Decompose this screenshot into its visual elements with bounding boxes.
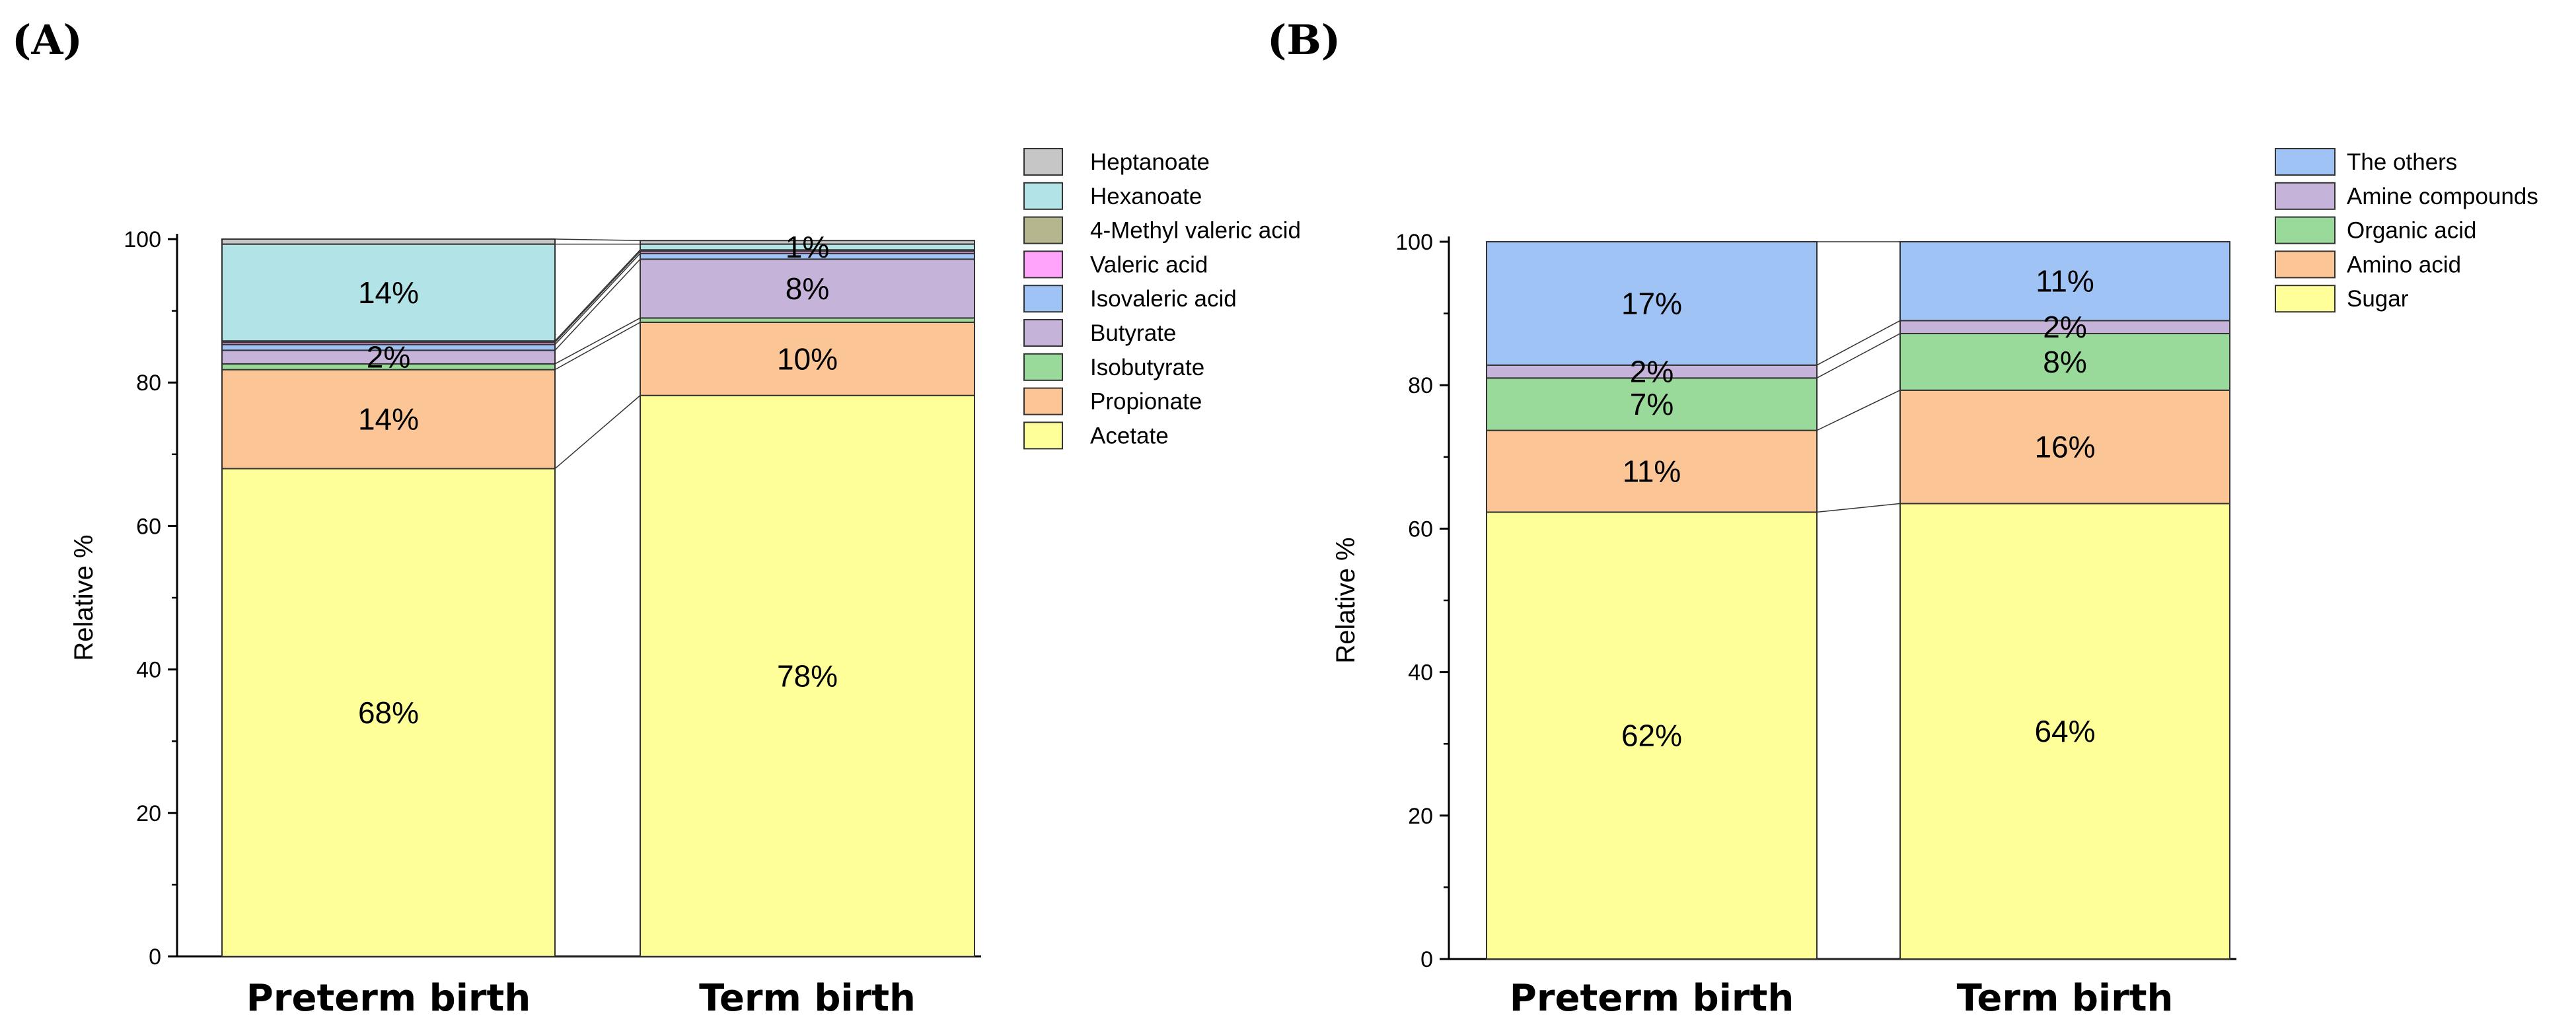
bar-segment-b-organic-acid: [1486, 377, 1818, 431]
legend-label-a: Heptanoate: [1090, 149, 1210, 175]
legend-swatch-a: [1023, 182, 1063, 210]
data-label-a: 14%: [358, 275, 419, 310]
legend-swatch-b: [2275, 250, 2336, 279]
legend-swatch-b: [2275, 148, 2336, 176]
data-label-a: 2%: [367, 340, 410, 374]
bar-segment-b-sugar: [1486, 511, 1818, 960]
y-tick-label-a: 40: [136, 658, 161, 683]
data-label-b: 17%: [1621, 286, 1682, 320]
legend-swatch-a: [1023, 387, 1063, 415]
legend-swatch-a: [1023, 353, 1063, 381]
legend-label-b: Amino acid: [2347, 252, 2461, 277]
legend-label-b: Organic acid: [2347, 218, 2476, 244]
x-category-label-b: Term birth: [1957, 977, 2174, 1020]
legend-swatch-a: [1023, 319, 1063, 347]
legend-label-b: Amine compounds: [2347, 184, 2538, 209]
legend-label-b: Sugar: [2347, 286, 2409, 312]
data-label-b: 64%: [2034, 714, 2095, 748]
legend-swatch-b: [2275, 216, 2336, 244]
legend-swatch-a: [1023, 285, 1063, 313]
connector-line-b: [1816, 333, 1901, 379]
legend-label-b: The others: [2347, 149, 2457, 175]
y-tick-label-a: 0: [149, 944, 161, 970]
legend-label-a: Hexanoate: [1090, 184, 1202, 209]
legend-label-a: Isovaleric acid: [1090, 286, 1237, 312]
bar-segment-a-heptanoate: [640, 240, 975, 245]
connector-line-a: [554, 250, 641, 343]
data-label-b: 16%: [2034, 430, 2095, 464]
connector-line-a: [554, 253, 641, 345]
y-tick-label-a: 100: [124, 227, 161, 252]
y-tick-label-b: 40: [1408, 660, 1433, 686]
legend-label-a: Isobutyrate: [1090, 355, 1204, 380]
y-axis-title-a: Relative %: [69, 534, 98, 660]
legend-label-a: Butyrate: [1090, 320, 1176, 346]
bar-segment-a-propionate: [221, 369, 556, 470]
legend-label-a: 4-Methyl valeric acid: [1090, 218, 1301, 244]
data-label-b: 11%: [2036, 264, 2094, 299]
legend-label-a: Valeric acid: [1090, 252, 1208, 277]
connector-line-a: [554, 395, 641, 470]
data-label-a: 1%: [786, 230, 829, 264]
bar-segment-b-amino-acid: [1486, 429, 1818, 513]
y-tick-label-b: 60: [1408, 516, 1433, 542]
y-tick-label-b: 0: [1420, 947, 1433, 972]
connector-line-b: [1816, 390, 1901, 431]
bar-segment-a-hexanoate: [221, 243, 556, 342]
x-category-label-a: Term birth: [699, 977, 916, 1020]
connector-line-b: [1816, 503, 1901, 513]
connector-line-a: [554, 238, 641, 241]
bar-segment-b-the-others: [1899, 241, 2230, 322]
legend-swatch-a: [1023, 421, 1063, 450]
bar-segment-a-acetate: [221, 468, 556, 957]
legend-swatch-b: [2275, 285, 2336, 313]
connector-line-b: [1816, 320, 1901, 366]
y-tick-label-a: 80: [136, 371, 161, 396]
bar-segment-a-butyrate: [640, 258, 975, 319]
panel-a-letter: (A): [12, 16, 83, 64]
y-axis-title-b: Relative %: [1331, 537, 1360, 663]
data-label-a: 10%: [777, 341, 838, 376]
bar-segment-b-sugar: [1899, 503, 2230, 960]
data-label-b: 8%: [2043, 345, 2086, 379]
y-tick-label-a: 60: [136, 514, 161, 539]
legend-swatch-a: [1023, 216, 1063, 244]
data-label-a: 14%: [358, 402, 419, 437]
legend-label-a: Propionate: [1090, 389, 1202, 415]
bar-segment-a-propionate: [640, 321, 975, 396]
legend-swatch-a: [1023, 250, 1063, 279]
legend-swatch-a: [1023, 148, 1063, 176]
data-label-b: 7%: [1630, 387, 1674, 421]
bar-segment-a-heptanoate: [221, 238, 556, 245]
panel-b-letter: (B): [1267, 16, 1341, 64]
data-label-b: 2%: [2043, 310, 2086, 344]
legend-label-a: Acetate: [1090, 423, 1169, 448]
bar-segment-a-acetate: [640, 394, 975, 957]
data-label-a: 8%: [786, 271, 829, 306]
y-tick-label-b: 20: [1408, 804, 1433, 829]
y-tick-label-a: 20: [136, 801, 161, 826]
y-tick-label-b: 100: [1395, 230, 1433, 255]
bar-segment-b-the-others: [1486, 241, 1818, 366]
connector-line-a: [554, 258, 641, 351]
data-label-a: 68%: [358, 695, 419, 730]
x-category-label-a: Preterm birth: [246, 977, 531, 1020]
data-label-a: 78%: [777, 659, 838, 693]
connector-line-a: [554, 249, 641, 341]
legend-swatch-b: [2275, 182, 2336, 210]
data-label-b: 62%: [1621, 719, 1682, 753]
x-category-label-b: Preterm birth: [1510, 977, 1794, 1020]
data-label-b: 2%: [1630, 355, 1674, 389]
panel-a-chart: 0 20 40 60 80 100 Relative % 68% 14% 2% 14% 78% 10% 8…: [69, 148, 1301, 1020]
data-label-b: 11%: [1623, 454, 1681, 489]
connector-line-a: [554, 317, 641, 365]
bar-segment-b-organic-acid: [1899, 333, 2230, 391]
y-tick-label-b: 80: [1408, 373, 1433, 398]
connector-line-a: [554, 322, 641, 371]
